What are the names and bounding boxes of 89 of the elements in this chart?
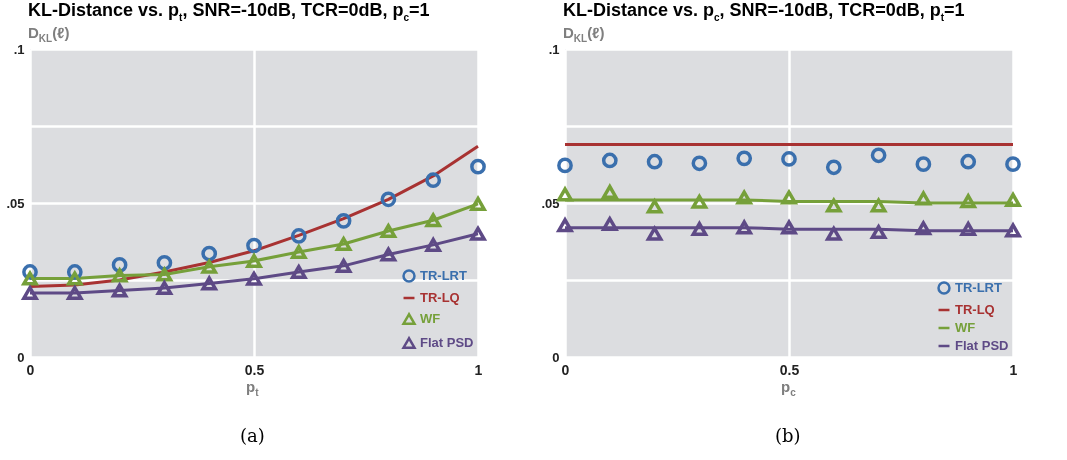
text: (a) (240, 425, 265, 446)
point (646, 153, 663, 170)
y-tick-label: .05 (6, 195, 25, 211)
legend-label: TR-LRT (420, 268, 467, 283)
legend-label: Flat PSD (955, 338, 1009, 353)
x-tick-label: 1 (1009, 361, 1018, 378)
point (111, 283, 128, 298)
point (736, 220, 753, 235)
point (111, 268, 128, 283)
point (646, 199, 663, 214)
point (290, 228, 307, 244)
point (870, 198, 887, 213)
point (66, 285, 83, 300)
point (22, 285, 38, 300)
point (290, 244, 307, 260)
chart-title: KL-Distance vs. p$_{c}$, SNR=-10dB, TCR=0dB, p$_{t}$=1 (563, 0, 965, 23)
point (425, 213, 442, 228)
y-tick-label: .1 (548, 41, 560, 57)
legend-label: TR-LQ (955, 302, 995, 317)
point (960, 221, 977, 236)
legend-label: TR-LRT (955, 280, 1002, 295)
x-tick-label: 0.5 (779, 361, 800, 378)
point (335, 236, 352, 252)
point (156, 280, 173, 296)
point (557, 187, 573, 202)
x-tick-label: 0.5 (244, 361, 265, 378)
chart-title: KL-Distance vs. p$_{t}$, SNR=-10dB, TCR=0dB, p$_{c}$=1 (28, 0, 430, 23)
point (736, 150, 753, 167)
point (781, 220, 797, 235)
y-axis-title: D$_{KL}$(ℓ) (28, 24, 70, 44)
point (557, 157, 573, 174)
point (915, 221, 932, 236)
y-tick-label: 0 (17, 349, 25, 365)
point (915, 191, 932, 206)
point (960, 194, 977, 209)
legend-label: WF (420, 311, 441, 326)
point (781, 190, 797, 205)
point (736, 190, 753, 205)
point (201, 259, 218, 274)
point (380, 247, 397, 262)
point (781, 151, 797, 167)
point (335, 258, 352, 273)
legend-label: Flat PSD (420, 335, 474, 350)
point (425, 237, 442, 252)
x-axis-title: p$_{t}$ (246, 378, 259, 398)
point (601, 216, 618, 231)
point (691, 155, 708, 172)
point (960, 153, 977, 170)
point (470, 196, 486, 211)
y-tick-label: 0 (552, 349, 560, 365)
point (290, 264, 307, 280)
point (22, 271, 38, 286)
point (825, 159, 842, 176)
point (470, 226, 486, 241)
point (246, 237, 262, 254)
point (380, 223, 397, 239)
point (691, 221, 708, 236)
point (201, 276, 218, 291)
point (246, 271, 262, 286)
point (646, 226, 663, 241)
legend-label: TR-LQ (420, 290, 460, 305)
point (691, 194, 708, 209)
text: (b) (775, 425, 801, 446)
point (246, 253, 262, 268)
x-tick-label: 1 (474, 361, 483, 378)
y-tick-label: .1 (13, 41, 25, 57)
point (870, 147, 887, 164)
point (1005, 192, 1021, 207)
point (1005, 156, 1021, 173)
point (201, 245, 218, 262)
point (156, 267, 173, 282)
point (425, 172, 442, 189)
point (156, 254, 173, 271)
point (915, 156, 932, 173)
point (825, 198, 842, 213)
point (601, 152, 618, 169)
legend-label: WF (955, 320, 976, 335)
point (380, 191, 397, 208)
point (825, 226, 842, 241)
y-axis-title: D$_{KL}$(ℓ) (563, 24, 605, 44)
point (601, 184, 618, 199)
point (470, 158, 486, 175)
point (557, 218, 573, 233)
y-tick-label: .05 (541, 195, 560, 211)
point (66, 271, 83, 286)
point (870, 224, 887, 239)
point (1005, 223, 1021, 238)
x-axis-title: p$_{c}$ (781, 378, 796, 398)
point (335, 213, 352, 229)
